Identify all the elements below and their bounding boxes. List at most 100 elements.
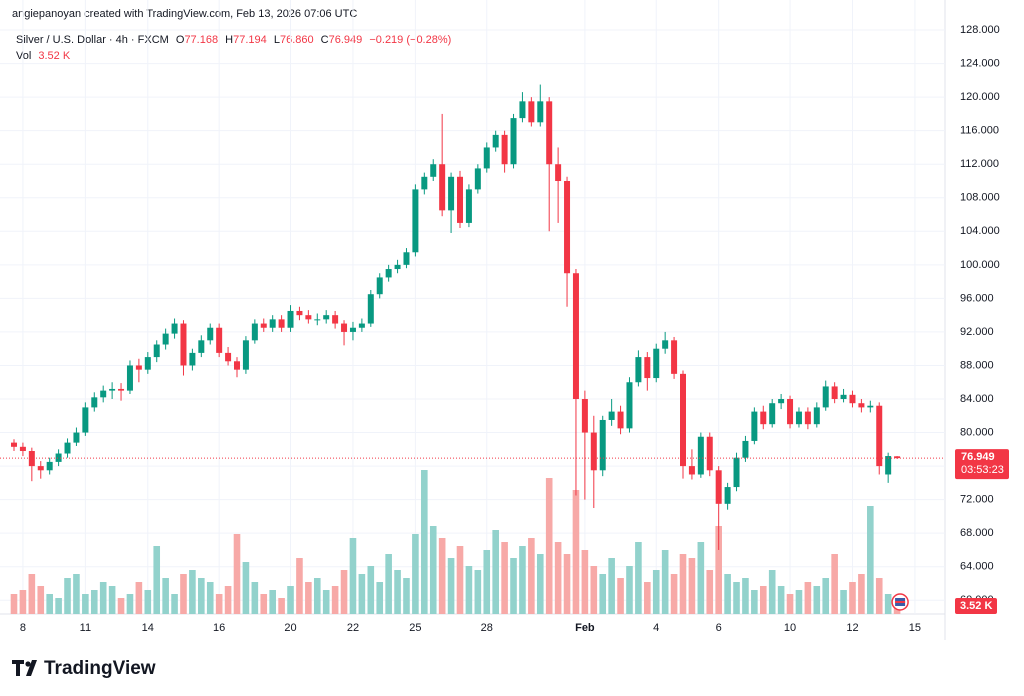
candle-body (171, 323, 178, 334)
volume-bar (90, 590, 98, 614)
y-tick-label: 80.000 (960, 426, 994, 438)
volume-bar (608, 558, 615, 614)
y-tick-label: 88.000 (960, 359, 994, 371)
volume-bar (644, 582, 651, 614)
candle-body (751, 411, 758, 441)
volume-bar (385, 554, 392, 614)
candle-body (457, 176, 463, 223)
candle-body (572, 273, 579, 400)
candle-body (555, 164, 562, 181)
volume-bar (331, 586, 339, 614)
volume-bar (528, 538, 535, 614)
candle-body (617, 411, 624, 429)
candle-body (91, 397, 98, 408)
volume-bar (590, 566, 598, 614)
volume-bar (635, 542, 642, 614)
candle-body (804, 411, 811, 425)
volume-bar (278, 598, 285, 614)
x-tick-label: 4 (653, 622, 659, 634)
candle-body (778, 399, 785, 404)
candle-body (448, 176, 455, 211)
candle-body (144, 357, 151, 370)
volume-bar (28, 574, 36, 614)
candle-body (278, 319, 285, 328)
volume-bar (233, 534, 241, 614)
candle-body (180, 323, 187, 366)
candle-body (581, 399, 588, 433)
volume-bar (376, 582, 384, 614)
candle-body (653, 348, 660, 379)
volume-bar (358, 574, 366, 614)
candle-body (421, 176, 428, 190)
volume-bar (287, 586, 294, 614)
volume-bar (305, 582, 312, 614)
volume-bar (679, 554, 687, 614)
volume-bar (751, 590, 758, 614)
plot: 60.00064.00068.00072.00076.00080.00084.0… (0, 0, 1009, 634)
candle-body (403, 252, 410, 265)
candle-body (251, 323, 258, 341)
candle-body (831, 386, 838, 400)
volume-bar (224, 586, 232, 614)
candle-body (198, 340, 205, 353)
candle-body (189, 352, 196, 366)
candle-body (28, 451, 35, 467)
y-tick-label: 128.000 (960, 24, 1000, 36)
x-tick-label: 28 (481, 622, 493, 634)
candle-body (349, 327, 356, 332)
x-tick-label: 6 (716, 622, 722, 634)
candle-body (207, 327, 214, 341)
volume-bar (117, 598, 125, 614)
last-price-label: 76.949 (961, 451, 995, 463)
volume-bar (73, 574, 80, 614)
brand: TradingView (12, 658, 156, 679)
candle-body (715, 470, 722, 504)
candle-body (742, 440, 749, 458)
candle-body (822, 386, 829, 408)
candle-body (358, 323, 365, 328)
volume-tag-label: 3.52 K (960, 600, 992, 612)
candle-body (760, 411, 767, 425)
volume-bar (849, 582, 856, 614)
volume-tag (955, 598, 997, 614)
candle-body (680, 373, 686, 467)
volume-bar (733, 582, 740, 614)
volume-bar (421, 470, 428, 614)
y-tick-label: 96.000 (960, 292, 994, 304)
volume-bar (875, 578, 883, 614)
volume-legend: Vol 3.52 K (16, 50, 71, 62)
candle-body (635, 357, 642, 383)
volume-bar (269, 590, 276, 614)
candle-body (126, 365, 133, 391)
volume-bar (46, 594, 53, 614)
volume-bar (251, 582, 259, 614)
volume-bar (572, 490, 580, 614)
volume-bar (884, 594, 892, 614)
volume-bar (581, 550, 589, 614)
y-tick-label: 120.000 (960, 91, 1000, 103)
candle-body (385, 269, 392, 278)
candle-body (376, 277, 383, 295)
vol-label: Vol (16, 50, 31, 62)
candle-body (394, 264, 401, 270)
x-tick-label: 22 (347, 622, 359, 634)
volume-bar (215, 594, 223, 614)
volume-bar (786, 594, 794, 614)
volume-bar (688, 558, 696, 614)
volume-bar (206, 582, 214, 614)
volume-bar (563, 554, 571, 614)
c-label: C (321, 34, 329, 46)
candle-body (216, 327, 223, 353)
volume-bar (715, 526, 722, 614)
candle-body (367, 294, 374, 324)
volume-bar (858, 574, 865, 614)
x-tick-label: 12 (846, 622, 858, 634)
volume-bar (670, 574, 678, 614)
candle-body (19, 446, 26, 452)
h-value: 77.194 (233, 34, 267, 46)
countdown-label: 03:53:23 (961, 464, 1004, 476)
candle-body (733, 457, 740, 488)
candle-body (867, 405, 874, 408)
volume-bar (501, 542, 508, 614)
candle-body (73, 432, 80, 443)
